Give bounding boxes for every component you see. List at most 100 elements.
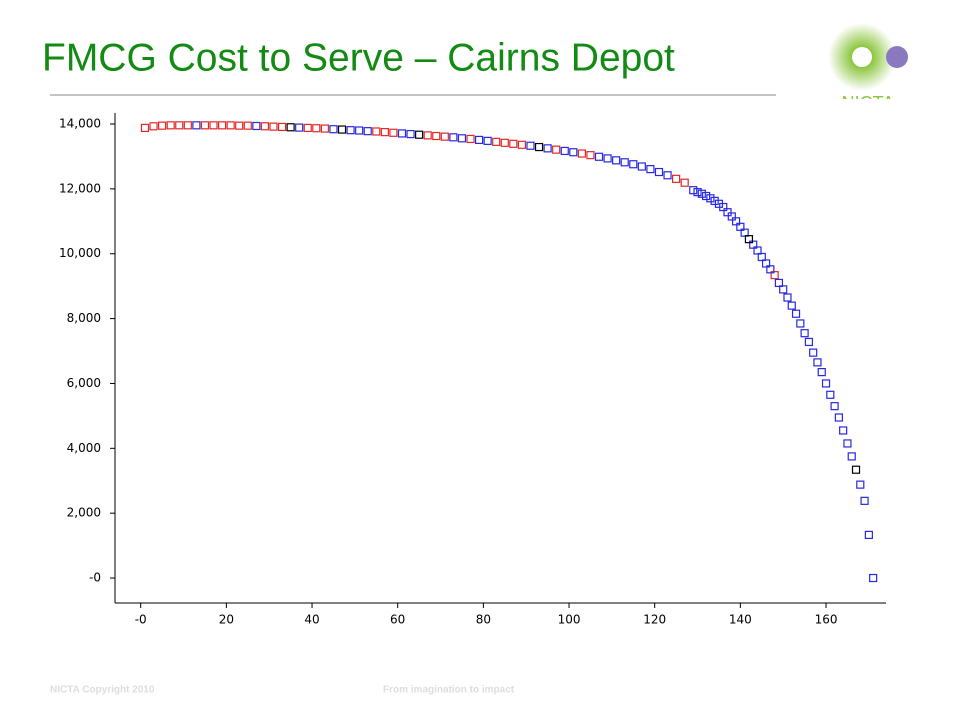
y-tick-label: 4,000 bbox=[67, 441, 101, 455]
point bbox=[183, 121, 192, 130]
y-tick-label: 10,000 bbox=[59, 246, 101, 260]
point bbox=[826, 390, 835, 399]
point bbox=[719, 202, 728, 212]
footer-copyright: NICTA Copyright 2010 bbox=[50, 685, 155, 696]
point bbox=[809, 348, 818, 357]
point bbox=[736, 222, 745, 231]
point bbox=[320, 124, 329, 133]
point bbox=[295, 123, 304, 132]
point bbox=[509, 139, 518, 148]
point bbox=[432, 131, 441, 141]
point bbox=[800, 329, 809, 338]
point bbox=[586, 151, 595, 160]
point bbox=[140, 123, 150, 133]
point bbox=[856, 480, 865, 489]
point bbox=[252, 121, 261, 131]
point bbox=[226, 121, 235, 130]
point bbox=[813, 358, 822, 367]
point bbox=[821, 379, 831, 388]
point bbox=[672, 174, 681, 183]
point bbox=[500, 138, 509, 147]
point bbox=[839, 426, 848, 435]
point bbox=[543, 144, 552, 153]
point bbox=[817, 368, 826, 377]
point bbox=[269, 122, 278, 131]
logo-dot bbox=[852, 47, 872, 67]
x-tick-label: 120 bbox=[643, 613, 666, 627]
point bbox=[723, 208, 732, 217]
point bbox=[166, 121, 175, 130]
point bbox=[389, 128, 398, 137]
point bbox=[796, 319, 805, 328]
x-tick-label: 60 bbox=[390, 613, 405, 627]
point bbox=[423, 131, 432, 140]
point bbox=[663, 171, 672, 180]
point bbox=[646, 165, 655, 174]
point bbox=[492, 137, 501, 146]
point bbox=[783, 293, 792, 302]
point bbox=[779, 285, 788, 294]
point bbox=[303, 123, 312, 133]
x-tick-label: -0 bbox=[135, 613, 147, 627]
point bbox=[577, 149, 586, 158]
point bbox=[235, 121, 244, 130]
point bbox=[440, 132, 449, 141]
point bbox=[312, 124, 321, 133]
footer-tagline: From imagination to impact bbox=[383, 685, 515, 696]
point bbox=[158, 121, 167, 130]
point bbox=[243, 121, 252, 130]
point bbox=[727, 212, 736, 221]
point bbox=[603, 154, 612, 163]
point bbox=[629, 160, 638, 169]
point bbox=[552, 145, 561, 154]
point bbox=[834, 413, 843, 422]
point bbox=[200, 121, 210, 130]
point bbox=[654, 167, 664, 177]
point bbox=[731, 217, 741, 226]
x-tick-label: 140 bbox=[729, 613, 752, 627]
plot: -0 2,000 4,000 6,000 8,000 10,000 12,000 14,000… bbox=[59, 113, 886, 627]
point bbox=[217, 121, 227, 130]
point bbox=[843, 439, 852, 448]
point bbox=[744, 235, 754, 244]
y-tick-label: 12,000 bbox=[59, 181, 101, 195]
point bbox=[209, 121, 218, 130]
point bbox=[474, 135, 484, 145]
point bbox=[363, 127, 372, 136]
point bbox=[701, 191, 711, 201]
point bbox=[637, 162, 646, 171]
point bbox=[612, 156, 621, 165]
point bbox=[560, 146, 569, 156]
point bbox=[864, 530, 873, 539]
x-tick-label: 20 bbox=[219, 613, 234, 627]
point bbox=[466, 134, 475, 144]
logo-dot bbox=[886, 46, 908, 68]
x-tick-label: 40 bbox=[304, 613, 319, 627]
point bbox=[569, 148, 578, 157]
point bbox=[830, 402, 839, 411]
y-tick-label: 2,000 bbox=[67, 506, 101, 520]
x-tick-label: 160 bbox=[815, 613, 838, 627]
point bbox=[149, 122, 158, 131]
x-tick-label: 100 bbox=[558, 613, 581, 627]
point bbox=[526, 141, 535, 150]
point bbox=[355, 126, 364, 135]
x-tick-label: 80 bbox=[476, 613, 491, 627]
point bbox=[749, 240, 758, 249]
point bbox=[770, 271, 779, 280]
point bbox=[620, 158, 629, 167]
point bbox=[787, 301, 796, 310]
point bbox=[869, 573, 878, 583]
point bbox=[517, 140, 527, 149]
point bbox=[791, 309, 801, 318]
y-tick-label: 8,000 bbox=[67, 311, 101, 325]
point bbox=[860, 496, 869, 505]
point bbox=[277, 122, 287, 132]
y-tick-label: 14,000 bbox=[59, 117, 101, 131]
point bbox=[761, 259, 771, 268]
point bbox=[483, 136, 492, 145]
point bbox=[766, 265, 775, 274]
point bbox=[192, 121, 201, 130]
